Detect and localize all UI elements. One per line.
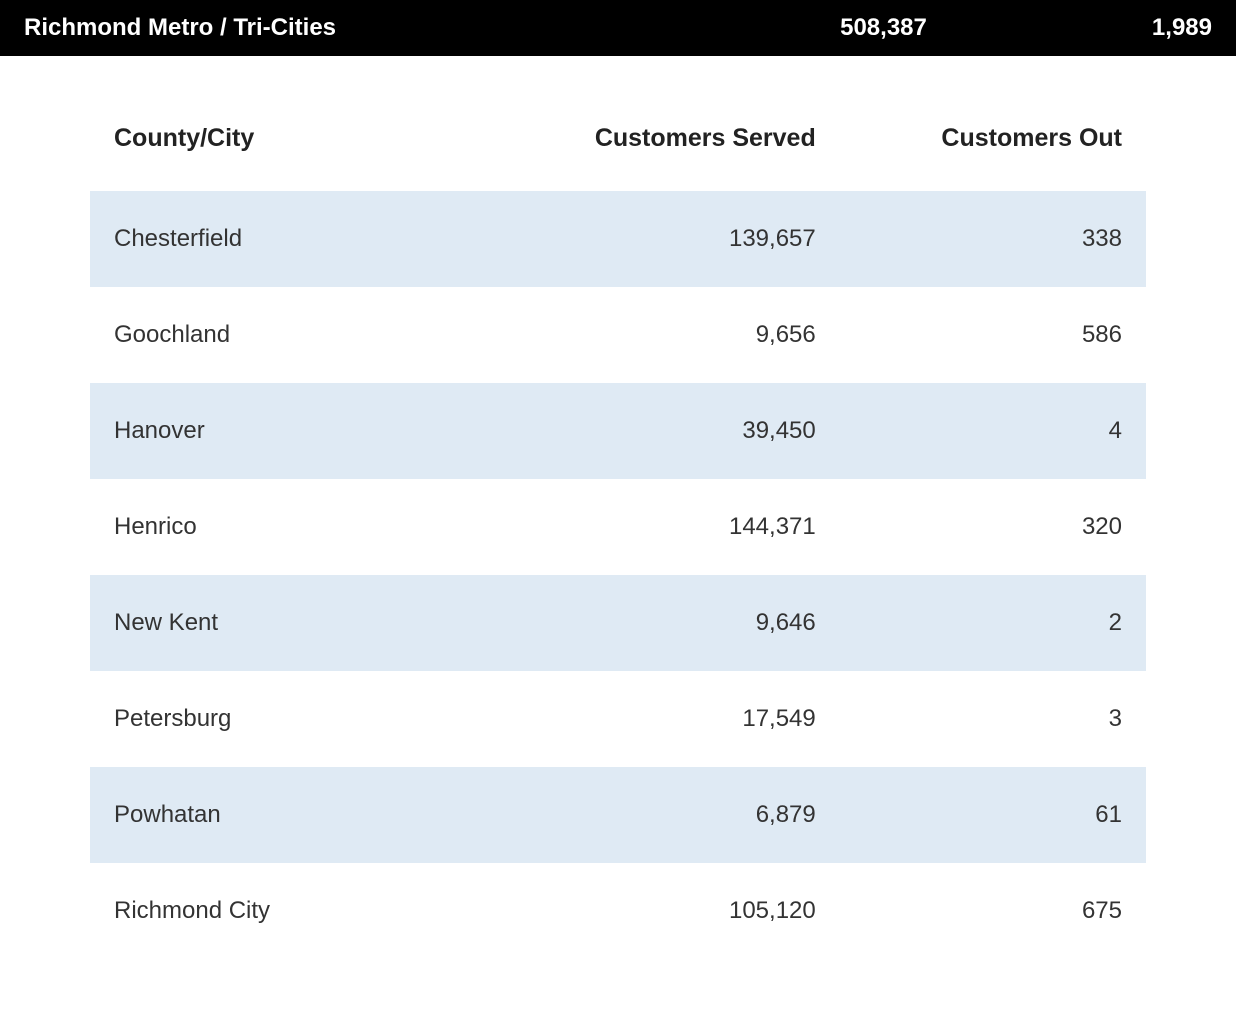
table-header: County/City Customers Served Customers O… <box>90 106 1146 191</box>
cell-customers-served: 105,120 <box>534 863 840 959</box>
table-row: Richmond City105,120675 <box>90 863 1146 959</box>
cell-county-city: Richmond City <box>90 863 534 959</box>
summary-customers-out: 1,989 <box>927 14 1212 42</box>
cell-customers-served: 144,371 <box>534 479 840 575</box>
cell-customers-out: 675 <box>840 863 1146 959</box>
cell-customers-out: 61 <box>840 767 1146 863</box>
outage-table-container: County/City Customers Served Customers O… <box>0 106 1236 959</box>
table-row: New Kent9,6462 <box>90 575 1146 671</box>
table-body: Chesterfield139,657338Goochland9,656586H… <box>90 191 1146 959</box>
cell-customers-served: 6,879 <box>534 767 840 863</box>
cell-customers-served: 9,646 <box>534 575 840 671</box>
cell-customers-served: 139,657 <box>534 191 840 287</box>
cell-customers-out: 320 <box>840 479 1146 575</box>
cell-county-city: New Kent <box>90 575 534 671</box>
table-row: Chesterfield139,657338 <box>90 191 1146 287</box>
table-row: Henrico144,371320 <box>90 479 1146 575</box>
cell-customers-out: 3 <box>840 671 1146 767</box>
table-row: Petersburg17,5493 <box>90 671 1146 767</box>
header-customers-served: Customers Served <box>534 106 840 191</box>
cell-customers-out: 586 <box>840 287 1146 383</box>
cell-county-city: Henrico <box>90 479 534 575</box>
cell-customers-out: 4 <box>840 383 1146 479</box>
cell-customers-served: 9,656 <box>534 287 840 383</box>
summary-bar: Richmond Metro / Tri-Cities 508,387 1,98… <box>0 0 1236 56</box>
header-customers-out: Customers Out <box>840 106 1146 191</box>
cell-customers-out: 2 <box>840 575 1146 671</box>
cell-county-city: Powhatan <box>90 767 534 863</box>
table-row: Goochland9,656586 <box>90 287 1146 383</box>
outage-table: County/City Customers Served Customers O… <box>90 106 1146 959</box>
table-row: Powhatan6,87961 <box>90 767 1146 863</box>
summary-region: Richmond Metro / Tri-Cities <box>24 14 666 42</box>
cell-county-city: Petersburg <box>90 671 534 767</box>
table-header-row: County/City Customers Served Customers O… <box>90 106 1146 191</box>
cell-county-city: Chesterfield <box>90 191 534 287</box>
table-row: Hanover39,4504 <box>90 383 1146 479</box>
cell-county-city: Goochland <box>90 287 534 383</box>
header-county-city: County/City <box>90 106 534 191</box>
cell-county-city: Hanover <box>90 383 534 479</box>
summary-customers-served: 508,387 <box>666 14 927 42</box>
cell-customers-out: 338 <box>840 191 1146 287</box>
cell-customers-served: 39,450 <box>534 383 840 479</box>
cell-customers-served: 17,549 <box>534 671 840 767</box>
